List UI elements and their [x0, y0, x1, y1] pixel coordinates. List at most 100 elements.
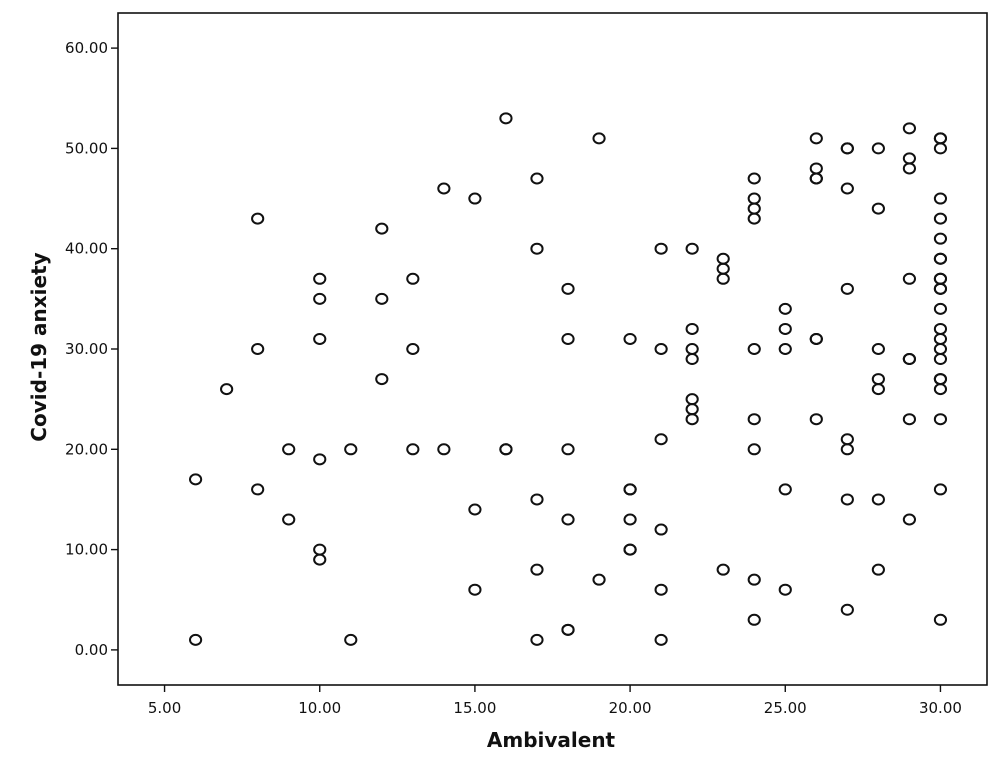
scatter-point: [747, 172, 761, 185]
scatter-point: [716, 563, 730, 576]
scatter-point: [747, 613, 761, 626]
scatter-point: [685, 353, 699, 366]
scatter-point: [933, 252, 948, 265]
x-axis: 5.00 10.00 15.00 20.00 25.00 30.00: [148, 685, 962, 717]
scatter-point: [406, 343, 420, 355]
scatter-point: [654, 633, 668, 646]
scatter-point: [344, 633, 358, 646]
scatter-point: [933, 353, 948, 366]
scatter-point: [623, 543, 637, 556]
scatter-point: [840, 433, 854, 446]
scatter-point: [933, 132, 948, 145]
scatter-point: [685, 393, 699, 406]
scatter-point: [809, 172, 823, 185]
y-tick-label: 10.00: [65, 541, 108, 559]
x-tick-label: 20.00: [609, 699, 652, 717]
scatter-point: [809, 413, 823, 426]
scatter-point: [747, 202, 761, 215]
scatter-point: [685, 413, 699, 426]
scatter-point: [592, 573, 606, 586]
scatter-point: [747, 443, 761, 456]
scatter-point: [747, 413, 761, 426]
scatter-point: [933, 383, 948, 396]
plot-frame: [117, 12, 988, 686]
scatter-point: [251, 483, 265, 496]
scatter-point: [406, 272, 420, 285]
scatter-point: [871, 142, 885, 155]
scatter-point: [778, 583, 792, 596]
scatter-point: [344, 443, 358, 456]
scatter-point: [840, 282, 854, 295]
scatter-point: [685, 322, 699, 335]
scatter-point: [840, 603, 854, 616]
scatter-point: [530, 493, 544, 506]
scatter-point: [375, 222, 389, 235]
scatter-point: [902, 122, 917, 135]
scatter-point: [282, 513, 296, 526]
scatter-point: [840, 182, 854, 195]
scatter-point: [530, 242, 544, 255]
scatter-point: [561, 282, 575, 295]
scatter-point: [871, 383, 885, 396]
scatter-point: [313, 543, 327, 556]
scatter-point: [313, 332, 327, 345]
scatter-point: [251, 343, 265, 355]
scatter-point: [871, 343, 885, 355]
scatter-point: [716, 252, 730, 265]
scatter-point: [313, 453, 327, 466]
scatter-point: [902, 513, 917, 526]
scatter-point: [654, 523, 668, 536]
scatter-point: [933, 192, 948, 205]
scatter-point: [933, 282, 948, 295]
scatter-point: [840, 493, 854, 506]
scatter-point: [685, 343, 699, 355]
scatter-point: [313, 553, 327, 566]
scatter-point: [375, 292, 389, 305]
scatter-point: [716, 272, 730, 285]
y-tick-label: 50.00: [65, 139, 108, 157]
scatter-point: [902, 152, 917, 165]
scatter-point: [561, 513, 575, 526]
scatter-point: [468, 192, 482, 205]
y-tick-label: 20.00: [65, 440, 108, 458]
scatter-point: [468, 503, 482, 516]
scatter-point: [933, 483, 948, 496]
scatter-point: [375, 373, 389, 386]
x-tick-label: 5.00: [148, 699, 181, 717]
scatter-point: [561, 443, 575, 456]
scatter-point: [871, 373, 885, 386]
y-tick-label: 40.00: [65, 240, 108, 258]
scatter-point: [685, 403, 699, 416]
scatter-point: [188, 633, 203, 646]
scatter-point: [933, 302, 948, 315]
scatter-point: [809, 132, 823, 145]
scatter-point: [561, 623, 575, 636]
scatter-point: [313, 272, 327, 285]
scatter-point: [902, 272, 917, 285]
scatter-point: [623, 483, 637, 496]
x-tick-label: 25.00: [764, 699, 807, 717]
scatter-point: [747, 343, 761, 355]
y-axis: 0.00 10.00 20.00 30.00 40.00 50.00 60.00: [65, 39, 118, 659]
scatter-point: [499, 112, 513, 125]
y-axis-title: Covid-19 anxiety: [27, 252, 51, 441]
scatter-point: [623, 332, 637, 345]
y-tick-label: 60.00: [65, 39, 108, 57]
scatter-point: [654, 242, 668, 255]
scatter-point: [468, 583, 482, 596]
scatter-point: [840, 443, 854, 456]
scatter-point: [778, 302, 792, 315]
x-tick-label: 30.00: [919, 699, 962, 717]
x-axis-title: Ambivalent: [487, 728, 616, 752]
scatter-point: [747, 192, 761, 205]
scatter-point: [530, 563, 544, 576]
scatter-point: [282, 443, 296, 456]
scatter-point: [654, 343, 668, 355]
scatter-point: [685, 242, 699, 255]
scatter-point: [902, 162, 917, 175]
scatter-point: [933, 272, 948, 285]
scatter-point: [530, 172, 544, 185]
scatter-point: [716, 262, 730, 275]
scatter-point: [871, 563, 885, 576]
